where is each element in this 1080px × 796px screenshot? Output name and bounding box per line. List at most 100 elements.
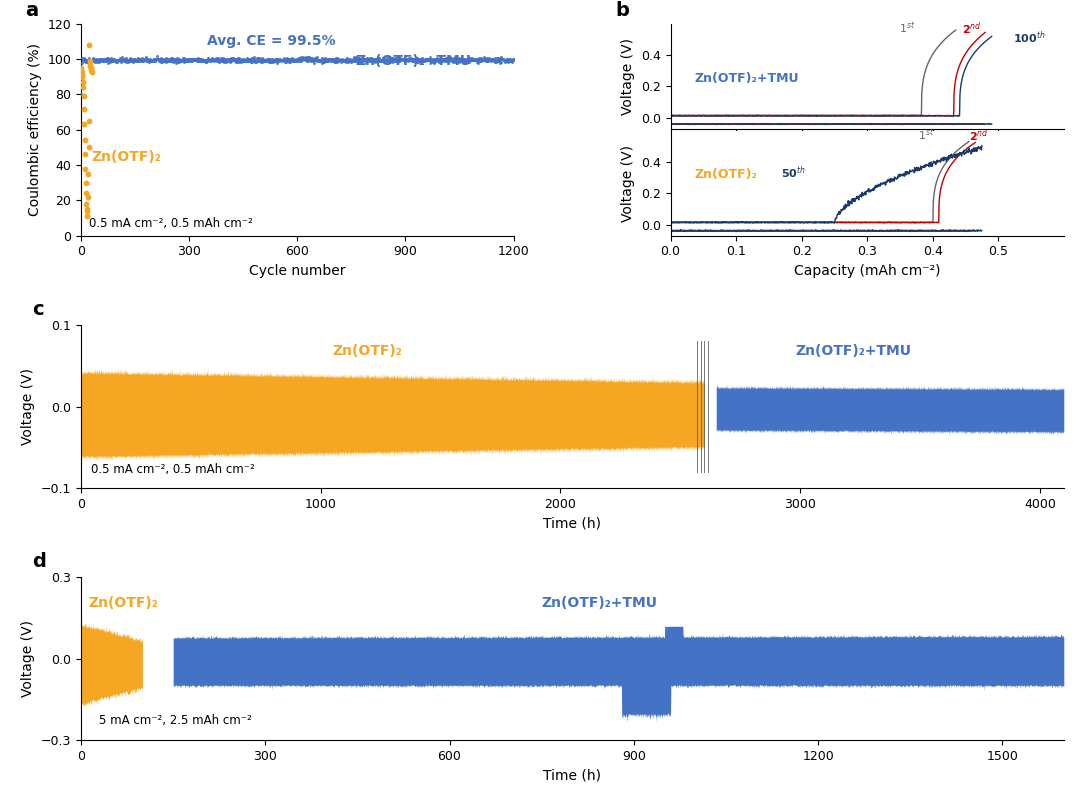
- Point: [443, 53, 460, 66]
- Point: [296, 53, 313, 66]
- Point: [102, 53, 119, 66]
- Point: [413, 54, 430, 67]
- Point: [468, 54, 485, 67]
- Point: [113, 51, 131, 64]
- Point: [368, 53, 386, 65]
- Point: [305, 53, 322, 66]
- Point: [230, 53, 247, 66]
- Point: [187, 53, 204, 66]
- Point: [408, 54, 426, 67]
- Point: [78, 187, 95, 200]
- Point: [402, 52, 419, 64]
- Text: 50$^{th}$: 50$^{th}$: [781, 165, 806, 181]
- Point: [121, 52, 138, 64]
- Point: [95, 55, 112, 68]
- Point: [487, 55, 504, 68]
- Point: [77, 162, 94, 175]
- Point: [112, 56, 130, 68]
- Point: [264, 53, 281, 66]
- Point: [440, 53, 457, 66]
- Point: [176, 53, 193, 66]
- Point: [243, 56, 260, 68]
- Point: [481, 53, 498, 66]
- Point: [81, 55, 98, 68]
- Point: [135, 53, 152, 66]
- Point: [226, 53, 243, 65]
- Point: [230, 55, 247, 68]
- Point: [123, 53, 140, 66]
- Point: [409, 56, 427, 68]
- Point: [413, 52, 430, 64]
- Point: [78, 54, 95, 67]
- Point: [394, 53, 411, 65]
- Y-axis label: Voltage (V): Voltage (V): [22, 620, 36, 697]
- Point: [492, 56, 510, 68]
- Point: [275, 52, 293, 64]
- Point: [146, 53, 163, 65]
- Point: [348, 51, 365, 64]
- Point: [124, 53, 141, 66]
- Point: [79, 55, 96, 68]
- Point: [504, 53, 522, 66]
- Point: [470, 53, 487, 65]
- Point: [357, 53, 375, 66]
- Point: [296, 52, 313, 64]
- Point: [301, 52, 319, 64]
- Point: [378, 54, 395, 67]
- Point: [130, 53, 147, 66]
- Point: [329, 53, 347, 66]
- Point: [78, 197, 95, 210]
- Point: [76, 53, 93, 66]
- Point: [199, 54, 216, 67]
- Point: [213, 54, 230, 67]
- Point: [376, 53, 393, 66]
- Point: [459, 53, 476, 66]
- Point: [99, 52, 117, 64]
- Point: [198, 55, 215, 68]
- Point: [147, 53, 164, 66]
- Point: [148, 53, 165, 66]
- Point: [434, 53, 451, 66]
- Point: [109, 54, 126, 67]
- Point: [103, 54, 120, 67]
- Point: [122, 54, 139, 67]
- Point: [220, 53, 238, 66]
- Point: [224, 53, 241, 65]
- Point: [202, 55, 219, 68]
- Point: [259, 53, 276, 66]
- Point: [254, 53, 271, 66]
- Point: [119, 54, 136, 67]
- Point: [453, 53, 470, 66]
- Point: [207, 52, 225, 64]
- Point: [220, 53, 238, 65]
- Point: [492, 51, 510, 64]
- Point: [286, 54, 303, 67]
- Point: [116, 53, 133, 65]
- Point: [499, 53, 516, 65]
- Point: [410, 53, 428, 65]
- Point: [132, 53, 149, 66]
- Point: [80, 55, 97, 68]
- Point: [170, 54, 187, 67]
- Point: [457, 55, 474, 68]
- Point: [356, 53, 374, 65]
- Point: [418, 53, 435, 66]
- Point: [365, 53, 382, 65]
- Point: [284, 55, 301, 68]
- Point: [382, 53, 400, 66]
- Point: [298, 55, 315, 68]
- Point: [91, 56, 108, 68]
- Point: [77, 53, 94, 66]
- Point: [259, 53, 276, 66]
- Point: [262, 56, 280, 68]
- Point: [477, 53, 495, 66]
- Point: [495, 53, 512, 66]
- Point: [393, 53, 410, 66]
- Point: [424, 56, 442, 68]
- Point: [215, 53, 232, 65]
- Point: [268, 55, 285, 68]
- Point: [379, 54, 396, 67]
- Point: [141, 53, 159, 65]
- Point: [372, 54, 389, 67]
- Point: [83, 64, 100, 76]
